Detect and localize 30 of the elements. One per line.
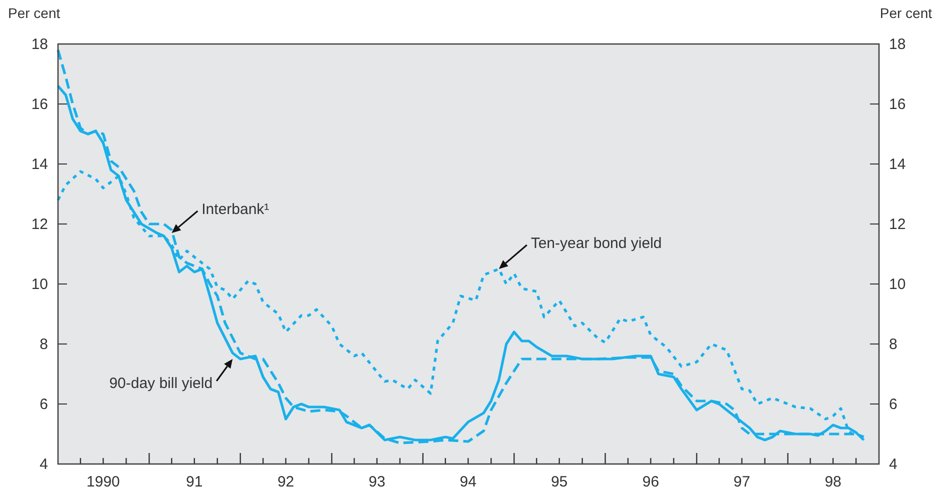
x-tick-label: 97 [734, 474, 750, 491]
x-tick-label: 94 [460, 474, 476, 491]
y2-tick-label: 6 [889, 396, 898, 413]
annotation: 90-day bill yield [109, 375, 213, 392]
x-tick-label: 92 [277, 474, 294, 491]
y2-tick-label: 14 [889, 156, 906, 173]
x-tick-label: 95 [550, 474, 568, 491]
y-tick-label: 4 [40, 456, 48, 473]
y2-tick-label: 12 [889, 216, 906, 233]
y2-tick-label: 18 [889, 36, 906, 53]
x-tick-label: 93 [368, 474, 386, 491]
y2-tick-label: 8 [889, 336, 898, 353]
y2-axis-title: Per cent [880, 5, 932, 21]
y-tick-label: 16 [31, 96, 48, 113]
y-tick-label: 10 [31, 276, 48, 293]
y-tick-label: 6 [40, 396, 48, 413]
y-tick-label: 8 [40, 336, 48, 353]
y2-tick-label: 16 [889, 96, 906, 113]
y-tick-label: 14 [31, 156, 48, 173]
annotation: Ten-year bond yield [530, 235, 662, 252]
y2-tick-label: 10 [889, 276, 906, 293]
x-tick-label: 96 [642, 474, 660, 491]
y-tick-label: 18 [31, 36, 48, 53]
x-tick-label: 91 [186, 474, 203, 491]
y-tick-label: 12 [31, 216, 48, 233]
x-tick-label: 98 [824, 474, 842, 491]
y2-tick-label: 4 [889, 456, 898, 473]
y-axis-title: Per cent [8, 5, 60, 21]
annotation: Interbank¹ [202, 201, 270, 218]
x-tick-label: 1990 [86, 474, 120, 491]
